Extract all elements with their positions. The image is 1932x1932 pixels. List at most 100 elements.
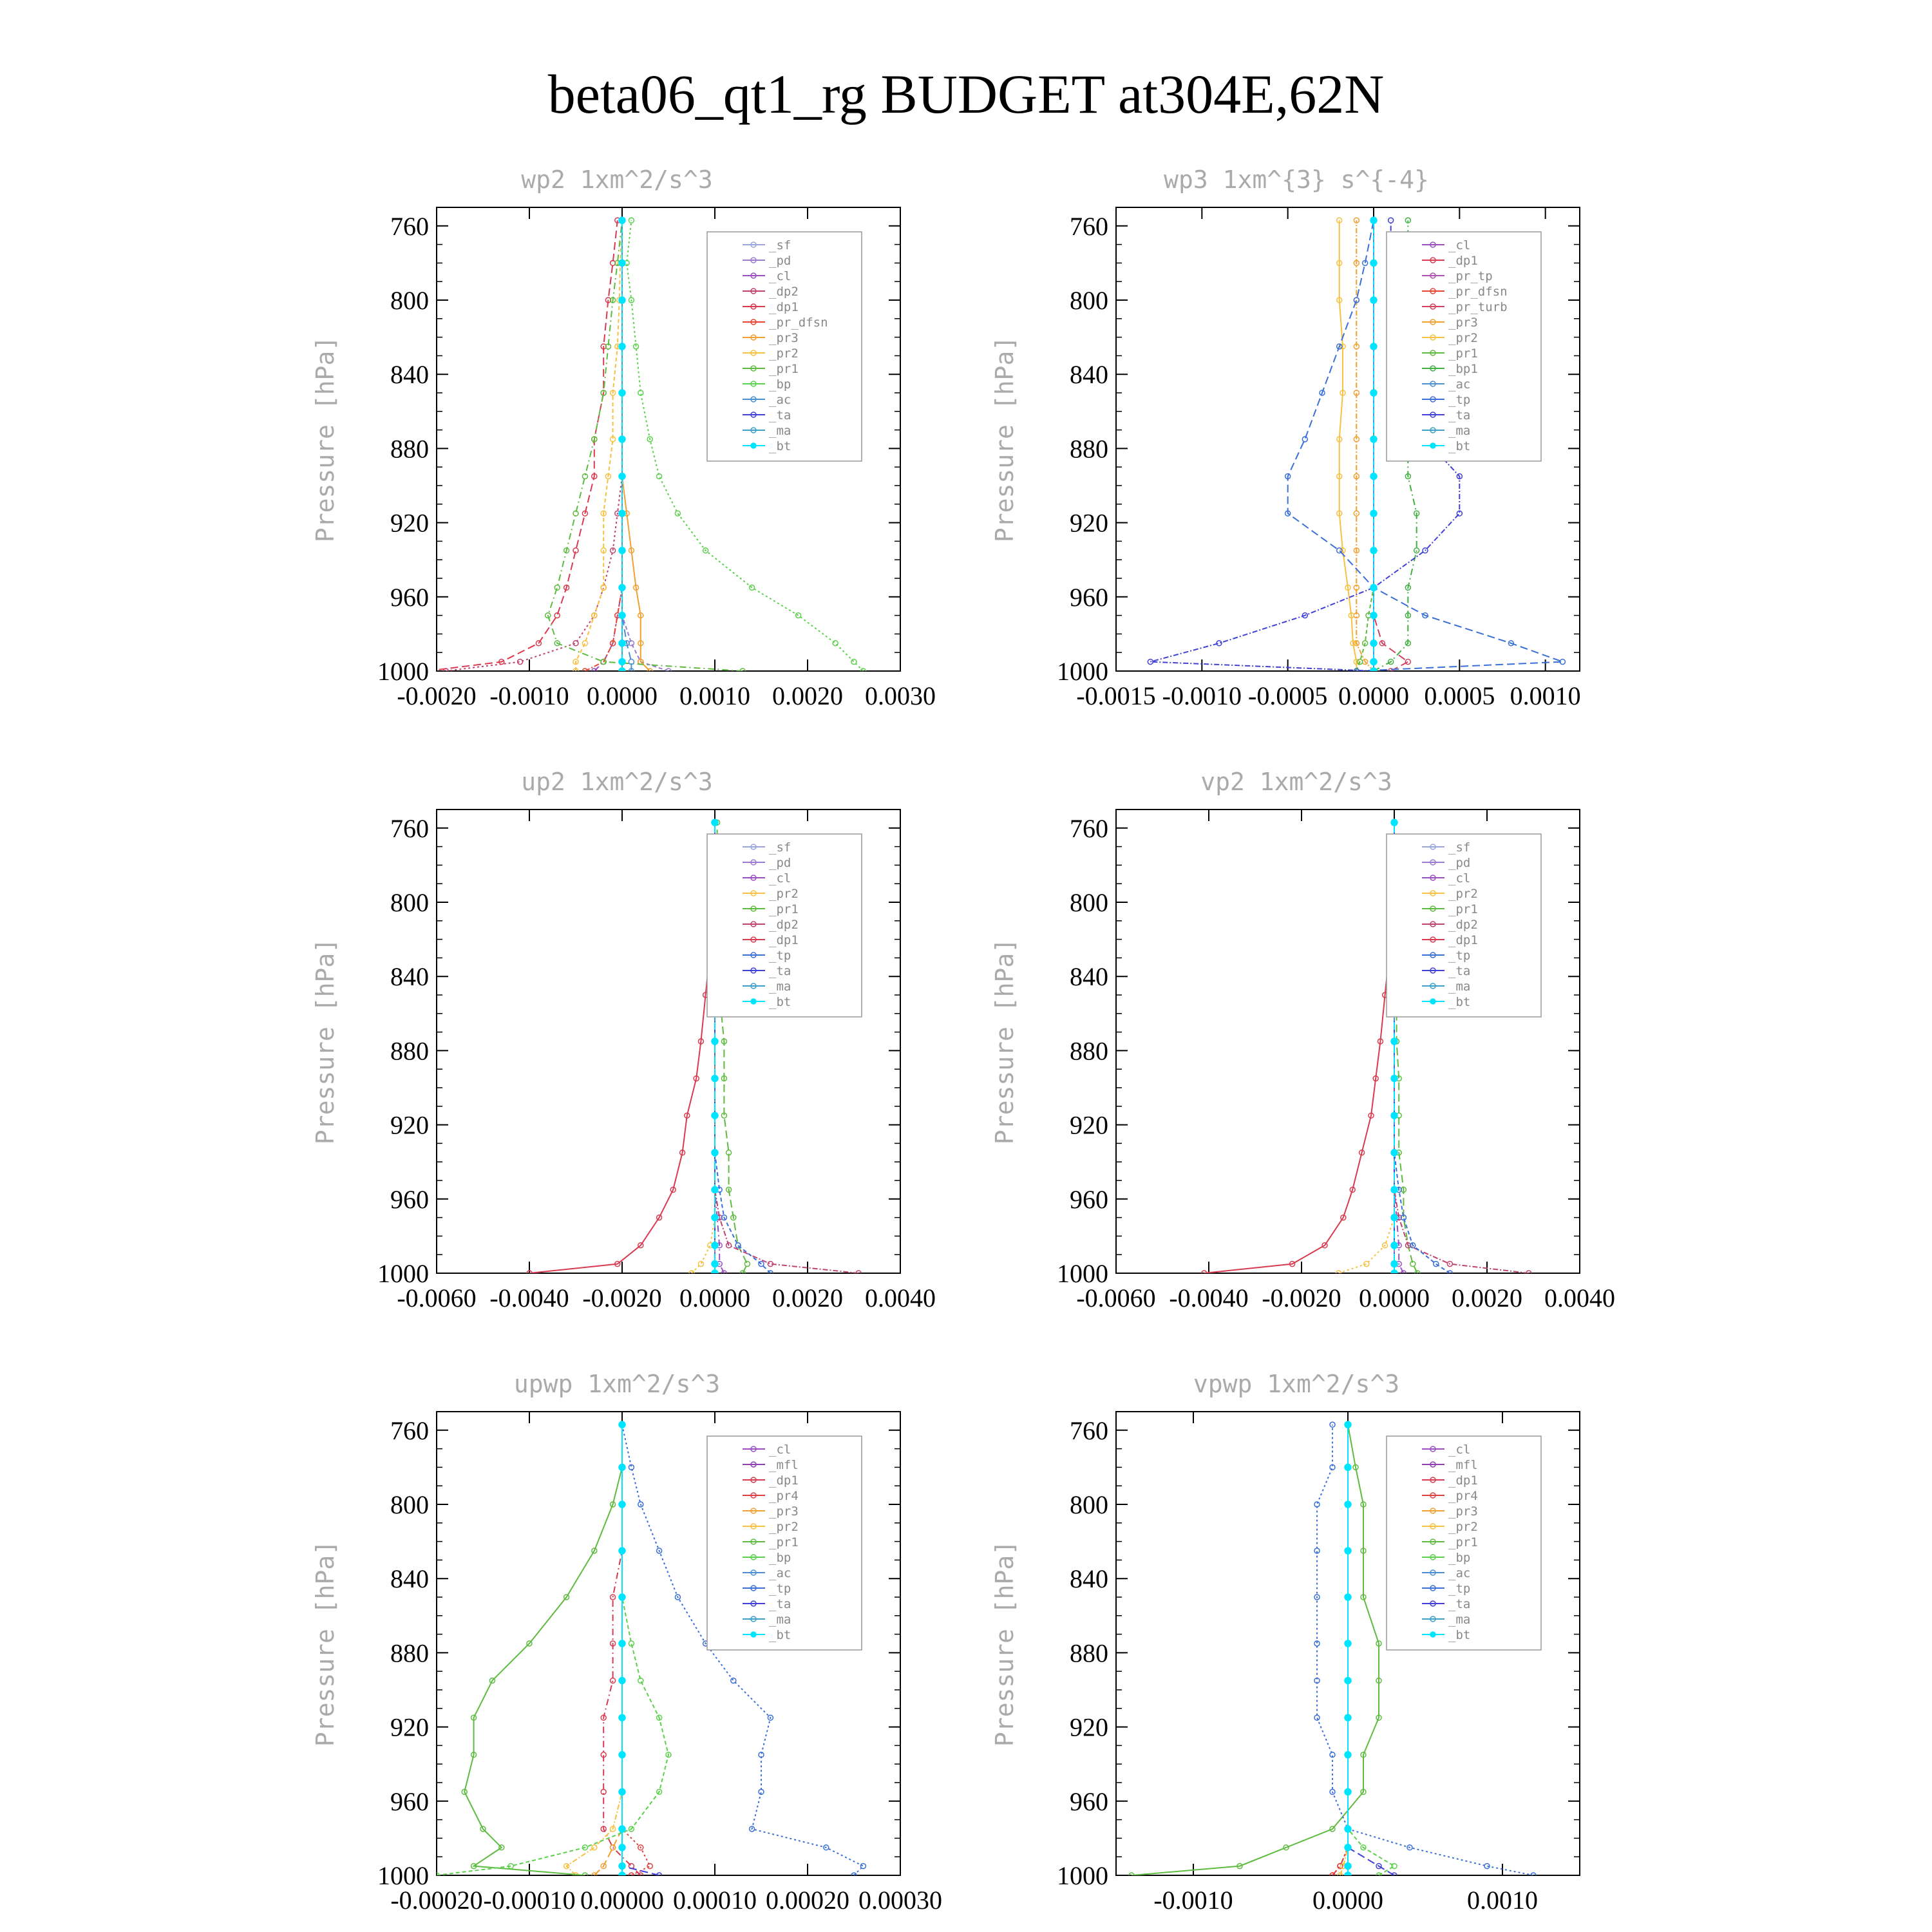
data-point-tp	[767, 1270, 774, 1273]
data-point-pr1	[563, 1594, 570, 1600]
data-point-pr4	[1337, 1862, 1343, 1870]
legend-marker	[750, 1600, 757, 1607]
legend-marker	[750, 875, 757, 881]
legend-entry: _dp2	[1448, 918, 1478, 932]
data-point-dp1	[600, 1826, 607, 1832]
y-axis-label: Pressure [hPa]	[990, 938, 1019, 1144]
data-point-tp	[1530, 1872, 1537, 1875]
data-point-tp	[767, 1714, 774, 1721]
data-point-tp	[758, 1788, 764, 1795]
y-tick-label: 840	[390, 962, 429, 991]
legend-marker	[1430, 288, 1436, 294]
data-point-bt	[618, 1463, 626, 1472]
y-tick-label: 960	[390, 583, 429, 612]
y-tick-label: 760	[390, 1416, 429, 1445]
data-point-dp1	[684, 1112, 690, 1119]
x-tick-label: 0.00020	[766, 1886, 849, 1915]
data-point-pr1	[554, 584, 560, 591]
data-point-dp1	[563, 584, 570, 591]
data-point-dp1	[600, 1788, 607, 1795]
series-line-dp1	[1204, 822, 1395, 1273]
data-point-dp2	[767, 1260, 774, 1267]
legend-marker	[750, 1539, 757, 1545]
legend-entry: _bp	[1448, 1551, 1470, 1565]
legend-entry: _tp	[1448, 949, 1470, 963]
y-axis-label: Pressure [hPa]	[311, 1540, 339, 1747]
data-point-pr1	[582, 473, 589, 480]
legend-marker	[750, 1631, 757, 1638]
legend-entry: _sf	[769, 238, 791, 252]
data-point-dp2	[1446, 1260, 1454, 1267]
series-line-ta	[621, 1425, 659, 1875]
data-point-bt	[1390, 1242, 1398, 1249]
x-tick-label: 0.0010	[1510, 681, 1581, 710]
legend-entry: _bt	[769, 439, 791, 453]
data-point-pr2	[591, 612, 598, 619]
legend-entry: _ac	[769, 1566, 791, 1580]
data-point-bp	[647, 436, 653, 442]
x-tick-label: 0.0000	[587, 681, 658, 710]
legend-entry: _pd	[1448, 856, 1470, 870]
legend-box	[706, 833, 862, 1018]
data-point-ta	[1216, 640, 1222, 647]
data-point-dp1	[1321, 1242, 1328, 1249]
data-point-bt	[1370, 216, 1378, 224]
plot-frame	[436, 1411, 901, 1876]
y-tick-label: 920	[390, 1713, 429, 1742]
data-point-bt	[618, 1825, 626, 1833]
data-point-pr1	[600, 390, 607, 396]
data-point-pr2	[1336, 436, 1343, 442]
data-point-bp	[656, 473, 663, 480]
data-point-bt	[1390, 819, 1398, 826]
data-point-bp	[1376, 1872, 1382, 1875]
data-point-bt	[1344, 1547, 1352, 1555]
data-point-bt	[1344, 1844, 1352, 1852]
data-point-ta	[1456, 473, 1463, 480]
data-point-pr1	[1360, 1501, 1367, 1508]
data-point-dp1	[600, 1714, 607, 1721]
data-point-pr1	[554, 640, 560, 647]
data-point-dp1	[600, 1752, 607, 1758]
data-point-tp	[1314, 1677, 1320, 1684]
data-point-bt	[618, 658, 626, 666]
legend-marker	[750, 967, 757, 974]
data-point-pr3	[1353, 343, 1360, 350]
data-point-bp	[628, 1826, 635, 1832]
data-point-pr1	[591, 1548, 598, 1554]
data-point-pr3	[600, 1862, 607, 1870]
data-point-pr1	[721, 1112, 728, 1119]
legend-box	[1386, 231, 1542, 462]
data-point-pr2	[609, 1826, 616, 1832]
legend-marker	[750, 859, 757, 866]
chart-panel-3: vp2 1xm^2/s^3 Pressure [hPa] 760 800 840 880 9…	[990, 768, 1615, 1312]
data-point-dp1	[679, 1150, 686, 1156]
y-tick-label: 880	[1070, 434, 1108, 463]
legend-entry: _pr2	[769, 887, 799, 901]
legend-entry: _dp1	[769, 300, 799, 314]
data-point-bt	[1370, 472, 1378, 480]
y-tick-label: 960	[1070, 1787, 1108, 1816]
y-axis-label: Pressure [hPa]	[990, 1540, 1019, 1747]
data-point-pr1	[1128, 1872, 1135, 1875]
legend-entry: _pr1	[1448, 346, 1478, 361]
data-point-ta	[1376, 1862, 1382, 1870]
legend-entry: _dp2	[769, 918, 799, 932]
figure-title: beta06_qt1_rg BUDGET at304E,62N	[548, 63, 1385, 125]
data-point-pr2	[573, 1872, 579, 1875]
data-point-pr2	[573, 668, 579, 671]
x-tick-label: -0.0010	[1153, 1886, 1233, 1915]
data-point-pr2	[1340, 390, 1346, 396]
data-point-tp	[735, 1242, 741, 1249]
y-tick-label: 840	[390, 360, 429, 389]
legend-marker	[1430, 936, 1436, 943]
data-point-bt	[1370, 389, 1378, 397]
legend-marker	[750, 1616, 757, 1622]
data-point-pr1	[1360, 1548, 1367, 1554]
legend-entry: _tp	[1448, 1582, 1470, 1596]
data-point-tp	[1319, 390, 1325, 396]
y-tick-label: 880	[390, 1638, 429, 1667]
data-point-pr2	[582, 640, 589, 647]
data-point-bt	[1344, 1714, 1352, 1721]
data-point-tp	[1314, 1640, 1320, 1647]
series-line-pr2	[1338, 220, 1358, 671]
